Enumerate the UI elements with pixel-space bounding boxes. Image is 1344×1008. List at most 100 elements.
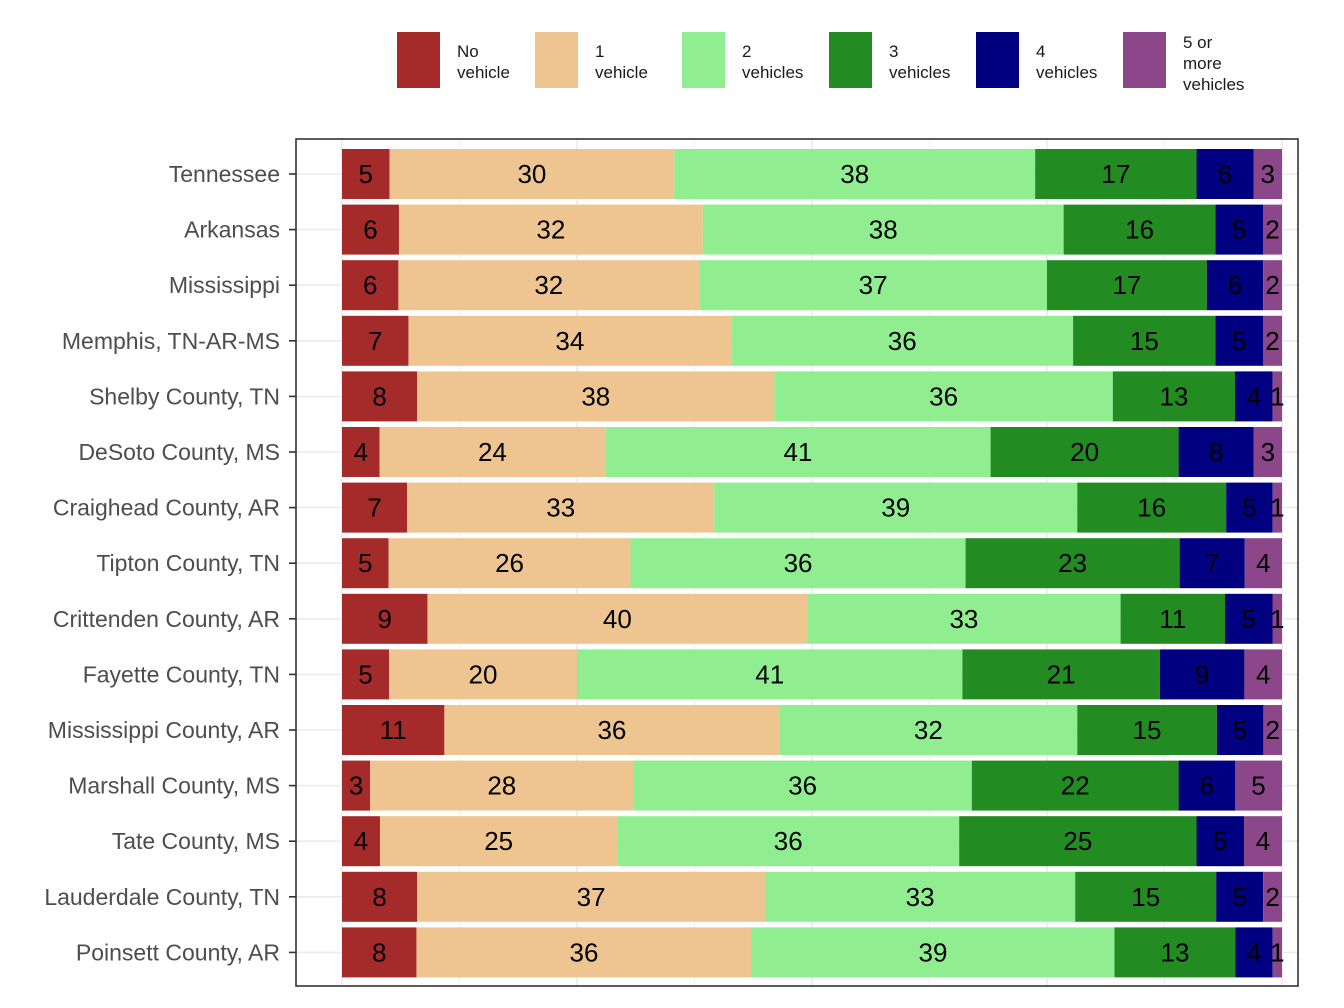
data-label: 2 [1265,270,1279,300]
legend-swatch [1123,32,1166,88]
data-label: 5 [1232,882,1246,912]
data-label: 4 [354,437,368,467]
bar-segment [1215,315,1264,366]
y-tick-label: Tipton County, TN [96,550,280,576]
bar-segment [379,816,618,867]
bar-segment [633,760,972,811]
data-label: 5 [1233,715,1247,745]
data-label: 37 [859,270,888,300]
bar-segment [1244,816,1282,867]
bar-segment [408,315,732,366]
bar-segment [1178,760,1235,811]
data-label: 3 [1261,159,1275,189]
data-label: 6 [363,270,377,300]
legend-swatch [976,32,1019,88]
data-label: 24 [478,437,507,467]
data-label: 13 [1159,381,1188,411]
bar-segment [407,482,715,533]
bar-segment [342,371,418,422]
data-label: 5 [1232,326,1246,356]
bar-segment [699,260,1047,311]
y-tick-label: Crittenden County, AR [53,606,280,632]
data-label: 34 [555,326,584,356]
bar-segment [731,315,1074,366]
data-label: 39 [881,493,910,523]
data-label: 4 [354,826,368,856]
data-label: 40 [603,604,632,634]
bar-segment [1272,482,1282,533]
bar-segment [342,871,418,922]
data-label: 38 [869,215,898,245]
bar-segment [1035,149,1197,199]
bar-segment [1263,705,1282,755]
data-label: 36 [774,826,803,856]
bar-segment [389,649,577,700]
data-label: 25 [484,826,513,856]
data-label: 1 [1270,381,1284,411]
data-label: 5 [1242,493,1256,523]
data-label: 33 [906,882,935,912]
bar-segment [444,705,780,755]
data-label: 33 [949,604,978,634]
data-label: 7 [368,326,382,356]
bar-segment [370,760,634,811]
bar-segment [1235,760,1282,811]
data-label: 2 [1265,882,1279,912]
bar-segment [342,538,389,589]
data-label: 25 [1063,826,1092,856]
data-label: 36 [784,548,813,578]
data-label: 1 [1270,937,1284,967]
bar-segment [389,149,675,199]
y-tick-label: Lauderdale County, TN [44,884,280,910]
legend-label: 2 vehicles [742,42,804,82]
bar-segment [1244,649,1282,700]
data-label: 2 [1265,215,1279,245]
bar-segment [1272,927,1282,978]
y-tick-label: DeSoto County, MS [78,439,280,465]
bar-segment [1196,149,1254,199]
data-label: 5 [358,659,372,689]
bar-segment [1047,260,1207,311]
data-label: 20 [1070,437,1099,467]
bar-segment [990,427,1179,477]
data-label: 5 [1232,215,1246,245]
data-label: 8 [1209,437,1223,467]
data-label: 7 [367,493,381,523]
data-label: 7 [1205,548,1219,578]
data-label: 21 [1047,659,1076,689]
bar-segment [1178,427,1254,477]
bar-segment [342,649,389,700]
bar-segment [1226,482,1273,533]
legend-item: 1 vehicle [535,32,682,95]
bar-segment [674,149,1036,199]
bar-segment [1206,260,1264,311]
y-tick-label: Arkansas [184,217,280,243]
bar-segment [765,871,1076,922]
bar-segment [1159,649,1245,700]
y-tick-label: Mississippi [169,272,280,298]
bar-segment [342,927,417,978]
data-label: 16 [1125,215,1154,245]
legend-label: 4 vehicles [1036,42,1098,82]
data-label: 4 [1247,937,1261,967]
bar-segment [417,871,765,922]
y-tick-label: Tate County, MS [112,828,280,854]
bar-segment [605,427,991,477]
data-label: 4 [1256,548,1270,578]
bar-segment [342,204,399,255]
bar-segment [342,427,380,477]
data-label: 8 [372,381,386,411]
legend: No vehicle 1 vehicle 2 vehicles 3 vehicles 4… [397,32,1270,95]
data-label: 5 [1251,771,1265,801]
data-label: 6 [363,215,377,245]
data-label: 8 [372,882,386,912]
data-label: 41 [783,437,812,467]
bar-segment [714,482,1078,533]
bar-segment [342,760,371,811]
data-label: 32 [536,215,565,245]
data-label: 38 [581,381,610,411]
data-label: 5 [358,548,372,578]
data-label: 15 [1133,715,1162,745]
data-label: 36 [888,326,917,356]
bar-segment [1077,705,1217,755]
